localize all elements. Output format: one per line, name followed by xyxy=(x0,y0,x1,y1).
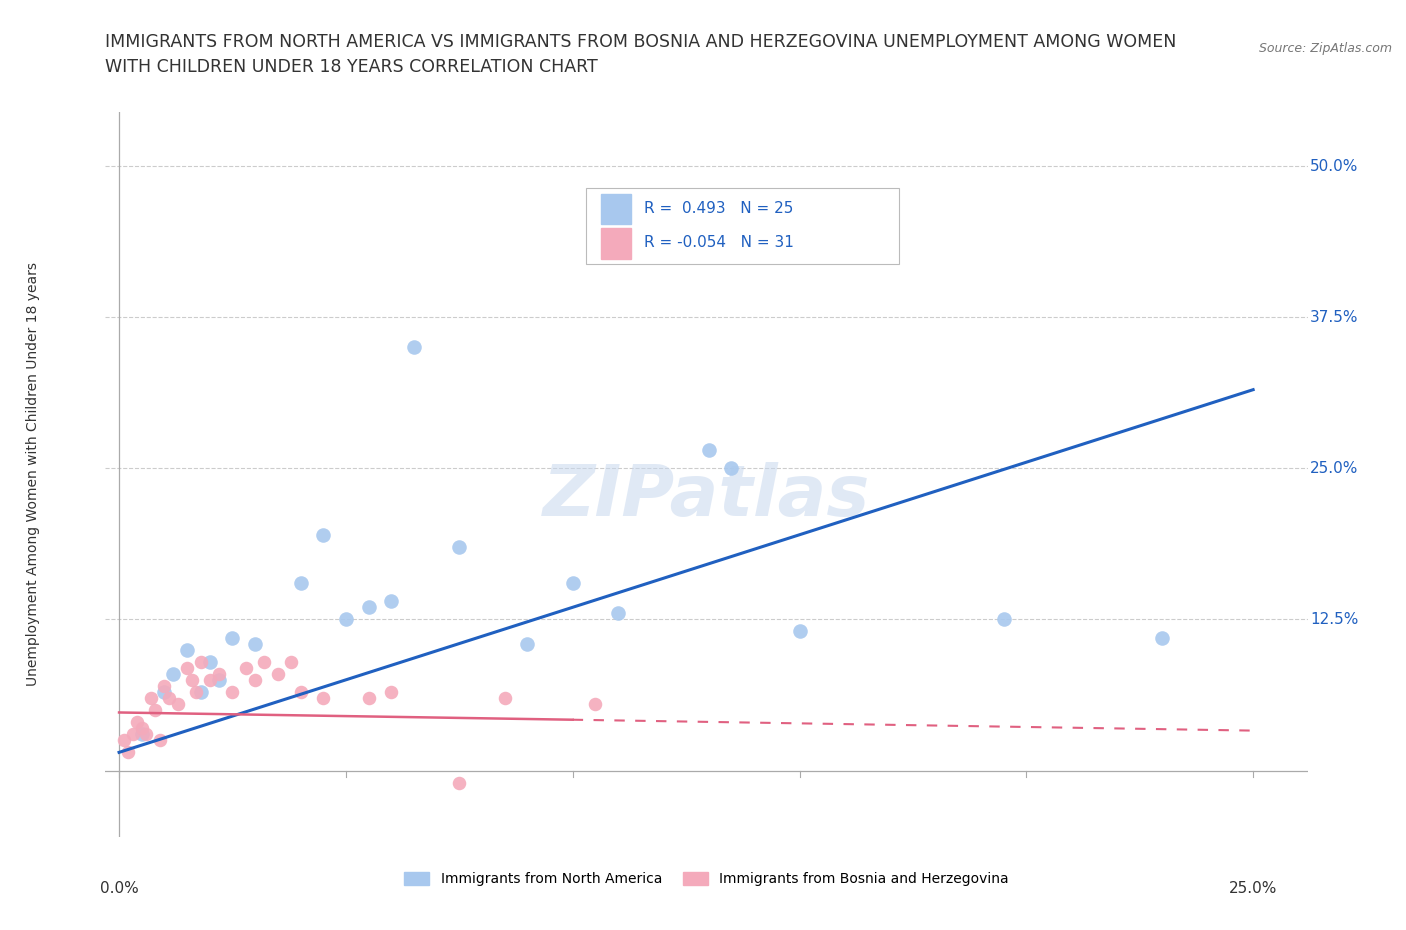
Text: 37.5%: 37.5% xyxy=(1310,310,1358,325)
Text: 0.0%: 0.0% xyxy=(100,881,138,896)
Text: 12.5%: 12.5% xyxy=(1310,612,1358,627)
Point xyxy=(117,745,139,760)
Point xyxy=(143,703,166,718)
Text: R =  0.493   N = 25: R = 0.493 N = 25 xyxy=(644,201,793,216)
Point xyxy=(167,697,190,711)
Point xyxy=(121,727,143,742)
Point xyxy=(697,443,720,458)
Point xyxy=(221,631,243,645)
Point xyxy=(149,733,172,748)
Point xyxy=(856,207,879,222)
Point xyxy=(335,612,357,627)
Point xyxy=(176,643,198,658)
Point xyxy=(402,340,425,355)
Text: Source: ZipAtlas.com: Source: ZipAtlas.com xyxy=(1258,42,1392,55)
Point xyxy=(607,606,630,621)
FancyBboxPatch shape xyxy=(586,188,898,264)
Point xyxy=(312,690,335,706)
Point xyxy=(221,684,243,699)
Point xyxy=(380,684,402,699)
Point xyxy=(1152,631,1174,645)
Point xyxy=(720,461,742,476)
Point xyxy=(561,576,583,591)
Point xyxy=(153,679,176,694)
Point xyxy=(516,636,538,651)
Point xyxy=(280,655,302,670)
Point xyxy=(235,660,257,675)
Point xyxy=(198,672,221,687)
Point xyxy=(208,672,231,687)
Text: WITH CHILDREN UNDER 18 YEARS CORRELATION CHART: WITH CHILDREN UNDER 18 YEARS CORRELATION… xyxy=(105,58,598,75)
FancyBboxPatch shape xyxy=(600,193,631,224)
Text: 25.0%: 25.0% xyxy=(1310,460,1358,476)
Point xyxy=(190,655,212,670)
Point xyxy=(380,594,402,609)
Point xyxy=(357,690,380,706)
Point xyxy=(583,697,606,711)
Text: Unemployment Among Women with Children Under 18 years: Unemployment Among Women with Children U… xyxy=(27,262,41,686)
Point xyxy=(312,527,335,542)
Point xyxy=(153,684,176,699)
FancyBboxPatch shape xyxy=(600,229,631,259)
Point xyxy=(789,624,811,639)
Point xyxy=(176,660,198,675)
Point xyxy=(290,576,312,591)
Text: ZIPatlas: ZIPatlas xyxy=(543,461,870,530)
Point xyxy=(180,672,202,687)
Point xyxy=(131,727,153,742)
Point xyxy=(290,684,312,699)
Text: R = -0.054   N = 31: R = -0.054 N = 31 xyxy=(644,235,794,250)
Text: 25.0%: 25.0% xyxy=(1229,881,1277,896)
Point xyxy=(162,666,184,681)
Point xyxy=(112,733,135,748)
Point xyxy=(267,666,290,681)
Text: IMMIGRANTS FROM NORTH AMERICA VS IMMIGRANTS FROM BOSNIA AND HERZEGOVINA UNEMPLOY: IMMIGRANTS FROM NORTH AMERICA VS IMMIGRA… xyxy=(105,33,1177,50)
Point xyxy=(243,672,266,687)
Point xyxy=(135,727,157,742)
Point xyxy=(131,721,153,736)
Text: 50.0%: 50.0% xyxy=(1310,158,1358,174)
Point xyxy=(357,600,380,615)
Point xyxy=(449,776,471,790)
Legend: Immigrants from North America, Immigrants from Bosnia and Herzegovina: Immigrants from North America, Immigrant… xyxy=(399,867,1014,892)
Point xyxy=(139,690,162,706)
Point xyxy=(127,714,149,729)
Point xyxy=(208,666,231,681)
Point xyxy=(186,684,208,699)
Point xyxy=(157,690,180,706)
Point xyxy=(190,684,212,699)
Point xyxy=(993,612,1015,627)
Point xyxy=(494,690,516,706)
Point xyxy=(198,655,221,670)
Point xyxy=(449,539,471,554)
Point xyxy=(253,655,276,670)
Point xyxy=(243,636,266,651)
